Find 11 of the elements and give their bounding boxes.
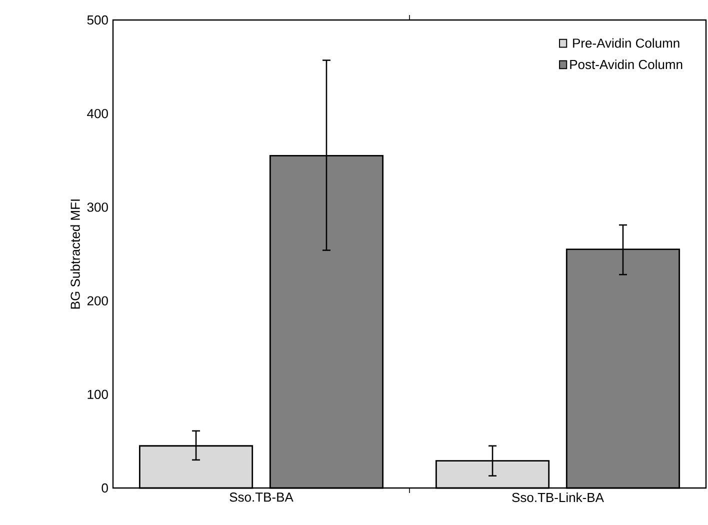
y-axis-title: BG Subtracted MFI <box>70 200 80 309</box>
y-tick-label: 500 <box>87 15 108 25</box>
x-tick-label: Sso.TB-Link-BA <box>512 492 604 502</box>
y-tick-label: 300 <box>87 202 108 212</box>
x-tick-label: Sso.TB-BA <box>230 492 294 502</box>
y-tick-label: 400 <box>87 108 108 118</box>
legend-label: Post-Avidin Column <box>570 60 682 70</box>
y-tick-label: 100 <box>88 390 108 399</box>
legend-label: Pre-Avidin Column <box>573 38 680 48</box>
y-tick-label: 200 <box>87 296 108 306</box>
y-tick-label: 0 <box>102 483 108 493</box>
